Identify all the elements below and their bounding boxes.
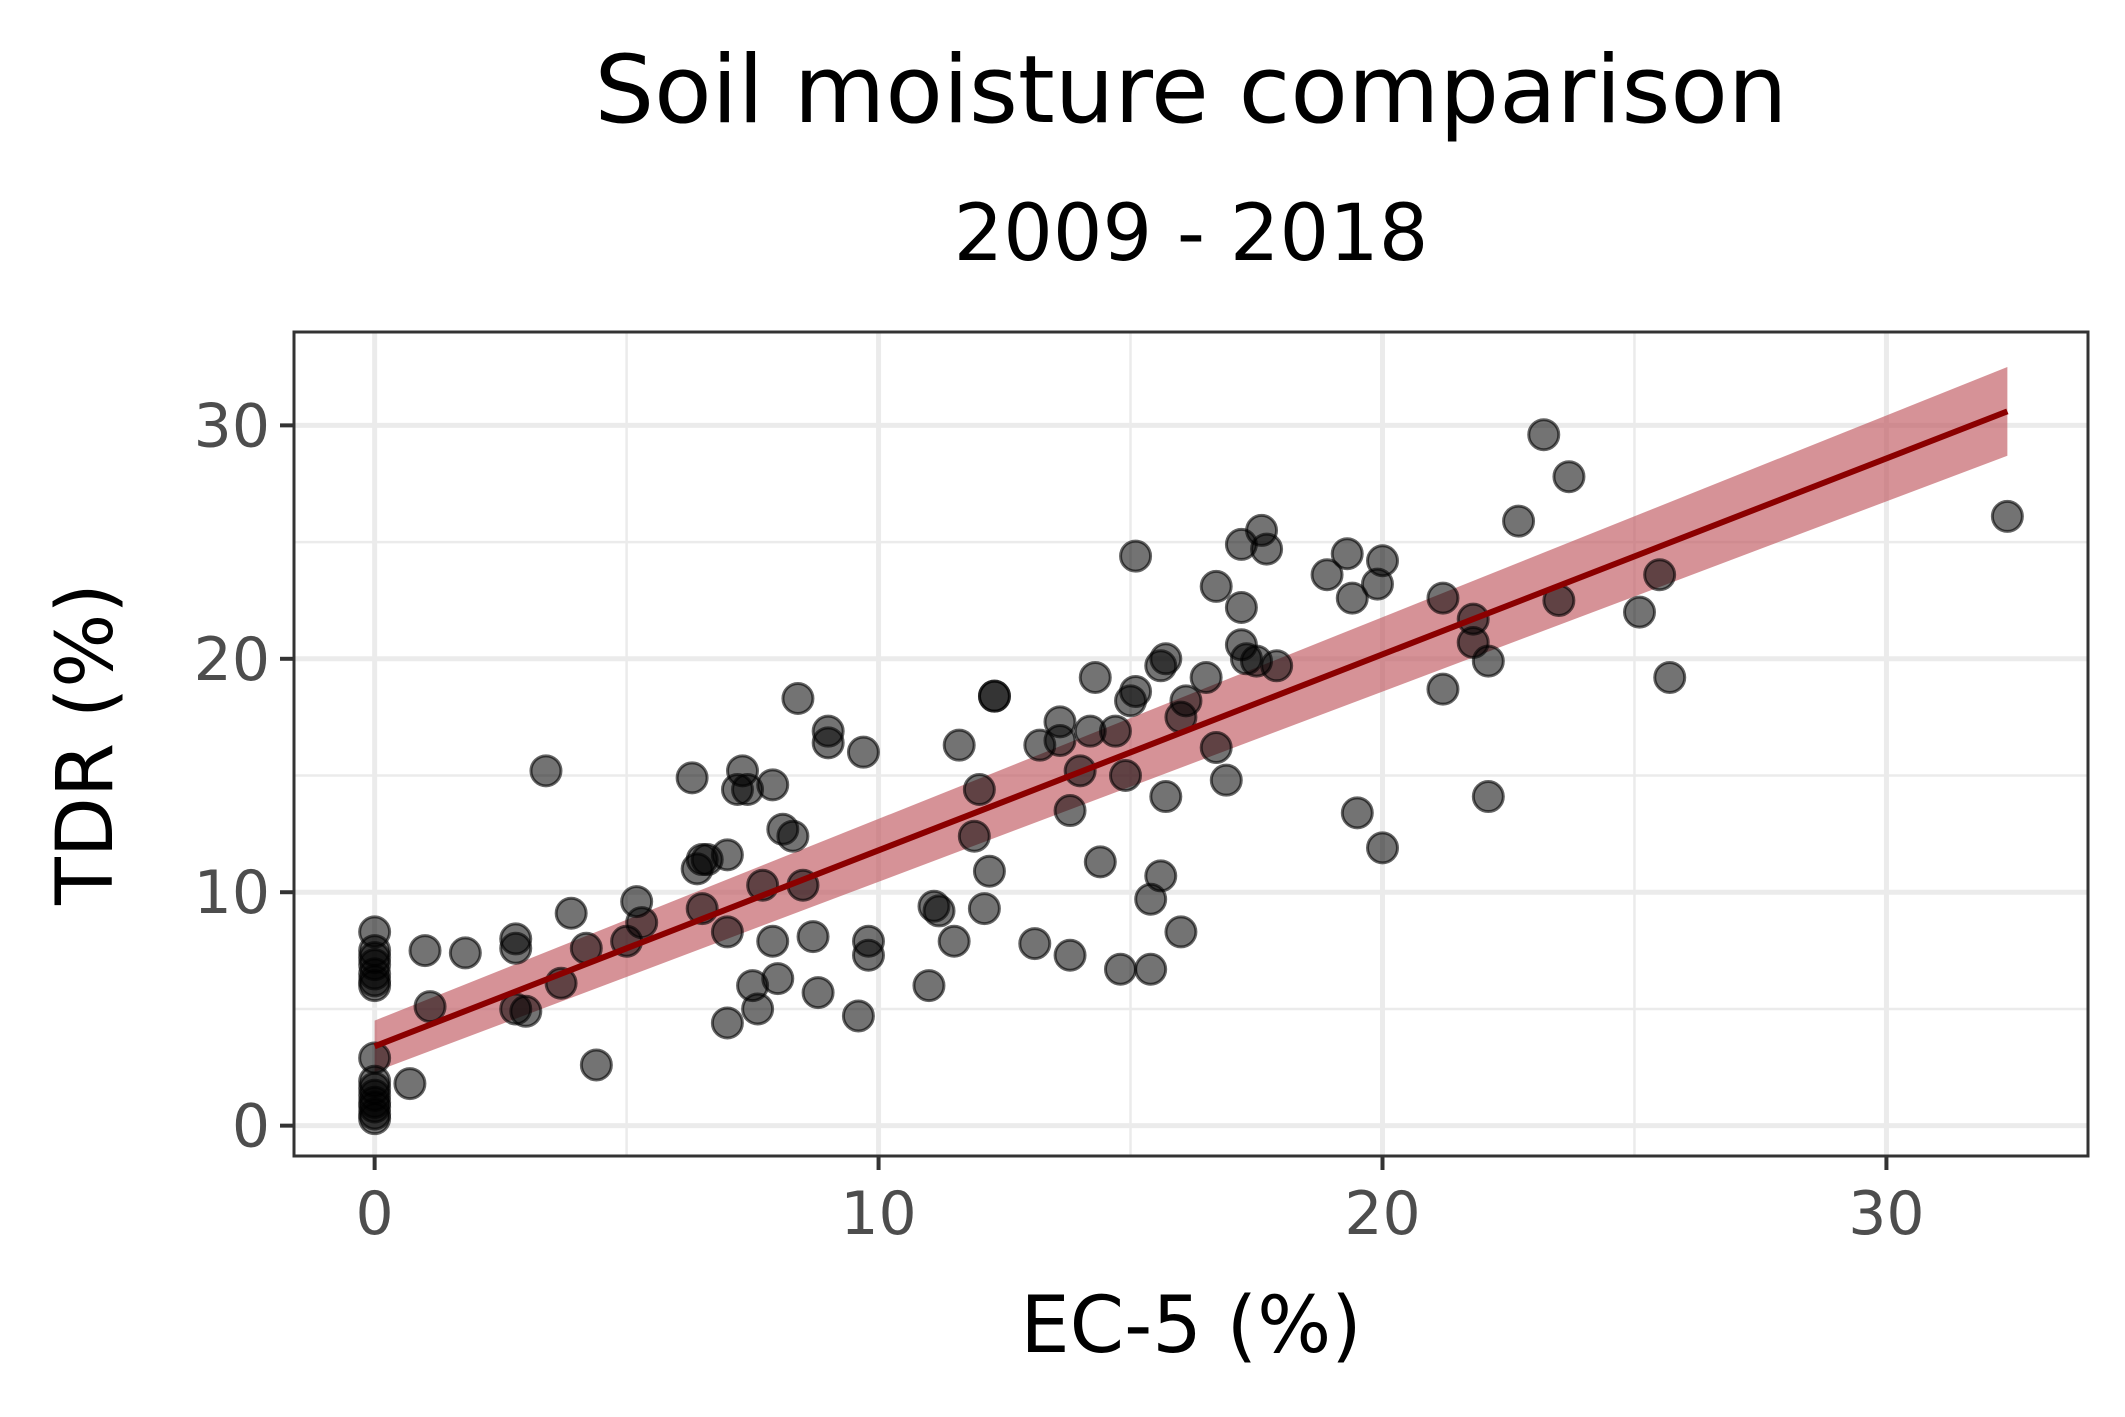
data-point <box>912 969 946 1003</box>
data-point <box>1149 780 1183 814</box>
x-tick-label: 30 <box>1848 1179 1924 1249</box>
data-point <box>1365 831 1399 865</box>
data-point <box>811 726 845 760</box>
data-point <box>776 819 810 853</box>
data-point <box>1426 672 1460 706</box>
y-axis-title: TDR (%) <box>41 583 131 906</box>
y-tick-label: 20 <box>194 625 270 695</box>
y-axis-ticks: 0 10 20 30 <box>194 391 294 1162</box>
y-tick-label: 30 <box>194 391 270 461</box>
data-point <box>509 994 543 1028</box>
data-point <box>1164 915 1198 949</box>
data-point <box>781 681 815 715</box>
data-point <box>1310 558 1344 592</box>
data-point <box>851 938 885 972</box>
data-point <box>710 1006 744 1040</box>
data-point <box>1330 537 1364 571</box>
regression-line-layer <box>373 408 2009 1050</box>
data-point <box>841 999 875 1033</box>
y-tick-label: 0 <box>232 1092 270 1162</box>
data-point <box>1119 674 1153 708</box>
data-point <box>1134 952 1168 986</box>
x-tick-label: 20 <box>1344 1179 1420 1249</box>
data-point <box>1209 763 1243 797</box>
x-tick-label: 0 <box>356 1179 394 1249</box>
data-point <box>1149 642 1183 676</box>
regression-line <box>373 408 2009 1050</box>
data-point <box>796 920 830 954</box>
data-point <box>922 894 956 928</box>
data-point <box>1108 759 1142 793</box>
data-point <box>408 934 442 968</box>
data-point <box>1053 794 1087 828</box>
data-point <box>1119 539 1153 573</box>
data-point <box>967 892 1001 926</box>
data-point <box>1250 532 1284 566</box>
data-point <box>1335 581 1369 615</box>
data-point <box>625 906 659 940</box>
data-point <box>448 936 482 970</box>
data-point <box>1018 927 1052 961</box>
data-point <box>1103 952 1137 986</box>
data-point <box>1098 714 1132 748</box>
x-tick-label: 10 <box>840 1179 916 1249</box>
data-point <box>1340 796 1374 830</box>
plot-panel-border <box>292 330 2090 1158</box>
data-point <box>977 679 1011 713</box>
data-point <box>1144 859 1178 893</box>
data-point <box>1043 723 1077 757</box>
data-point <box>942 728 976 762</box>
data-point <box>710 838 744 872</box>
data-point <box>1426 581 1460 615</box>
data-point <box>1502 504 1536 538</box>
data-point <box>675 761 709 795</box>
data-point <box>393 1067 427 1101</box>
data-point <box>801 976 835 1010</box>
data-point <box>972 854 1006 888</box>
data-point <box>529 754 563 788</box>
data-point <box>1527 418 1561 452</box>
data-point <box>579 1048 613 1082</box>
data-point <box>1169 684 1203 718</box>
x-axis-title: EC-5 (%) <box>1020 1281 1361 1371</box>
data-point <box>1552 460 1586 494</box>
data-point <box>358 1102 392 1136</box>
major-gridlines <box>294 332 2088 1156</box>
y-tick-label: 10 <box>194 858 270 928</box>
data-point <box>1053 938 1087 972</box>
data-point <box>1199 731 1233 765</box>
data-point <box>1653 660 1687 694</box>
data-point <box>1990 499 2024 533</box>
data-point <box>1260 649 1294 683</box>
data-point <box>499 922 533 956</box>
data-point <box>1643 558 1677 592</box>
data-point <box>761 962 795 996</box>
data-point <box>741 992 775 1026</box>
data-point <box>710 915 744 949</box>
data-point <box>1224 590 1258 624</box>
data-point <box>1078 660 1112 694</box>
data-point <box>1471 780 1505 814</box>
minor-gridlines <box>294 332 2088 1156</box>
x-axis-ticks: 0 10 20 30 <box>356 1156 1925 1249</box>
data-point <box>1365 544 1399 578</box>
chart-title: Soil moisture comparison <box>594 36 1787 145</box>
data-point <box>554 896 588 930</box>
data-point <box>957 819 991 853</box>
data-point <box>1199 569 1233 603</box>
data-point <box>756 924 790 958</box>
data-point <box>962 773 996 807</box>
data-point <box>358 969 392 1003</box>
data-point <box>1189 660 1223 694</box>
data-point <box>1623 595 1656 629</box>
data-point <box>937 924 971 958</box>
data-point <box>756 768 790 802</box>
data-point <box>1083 845 1117 879</box>
data-point <box>846 735 880 769</box>
data-point <box>413 990 447 1024</box>
data-point <box>1471 644 1505 678</box>
chart-subtitle: 2009 - 2018 <box>954 189 1429 279</box>
